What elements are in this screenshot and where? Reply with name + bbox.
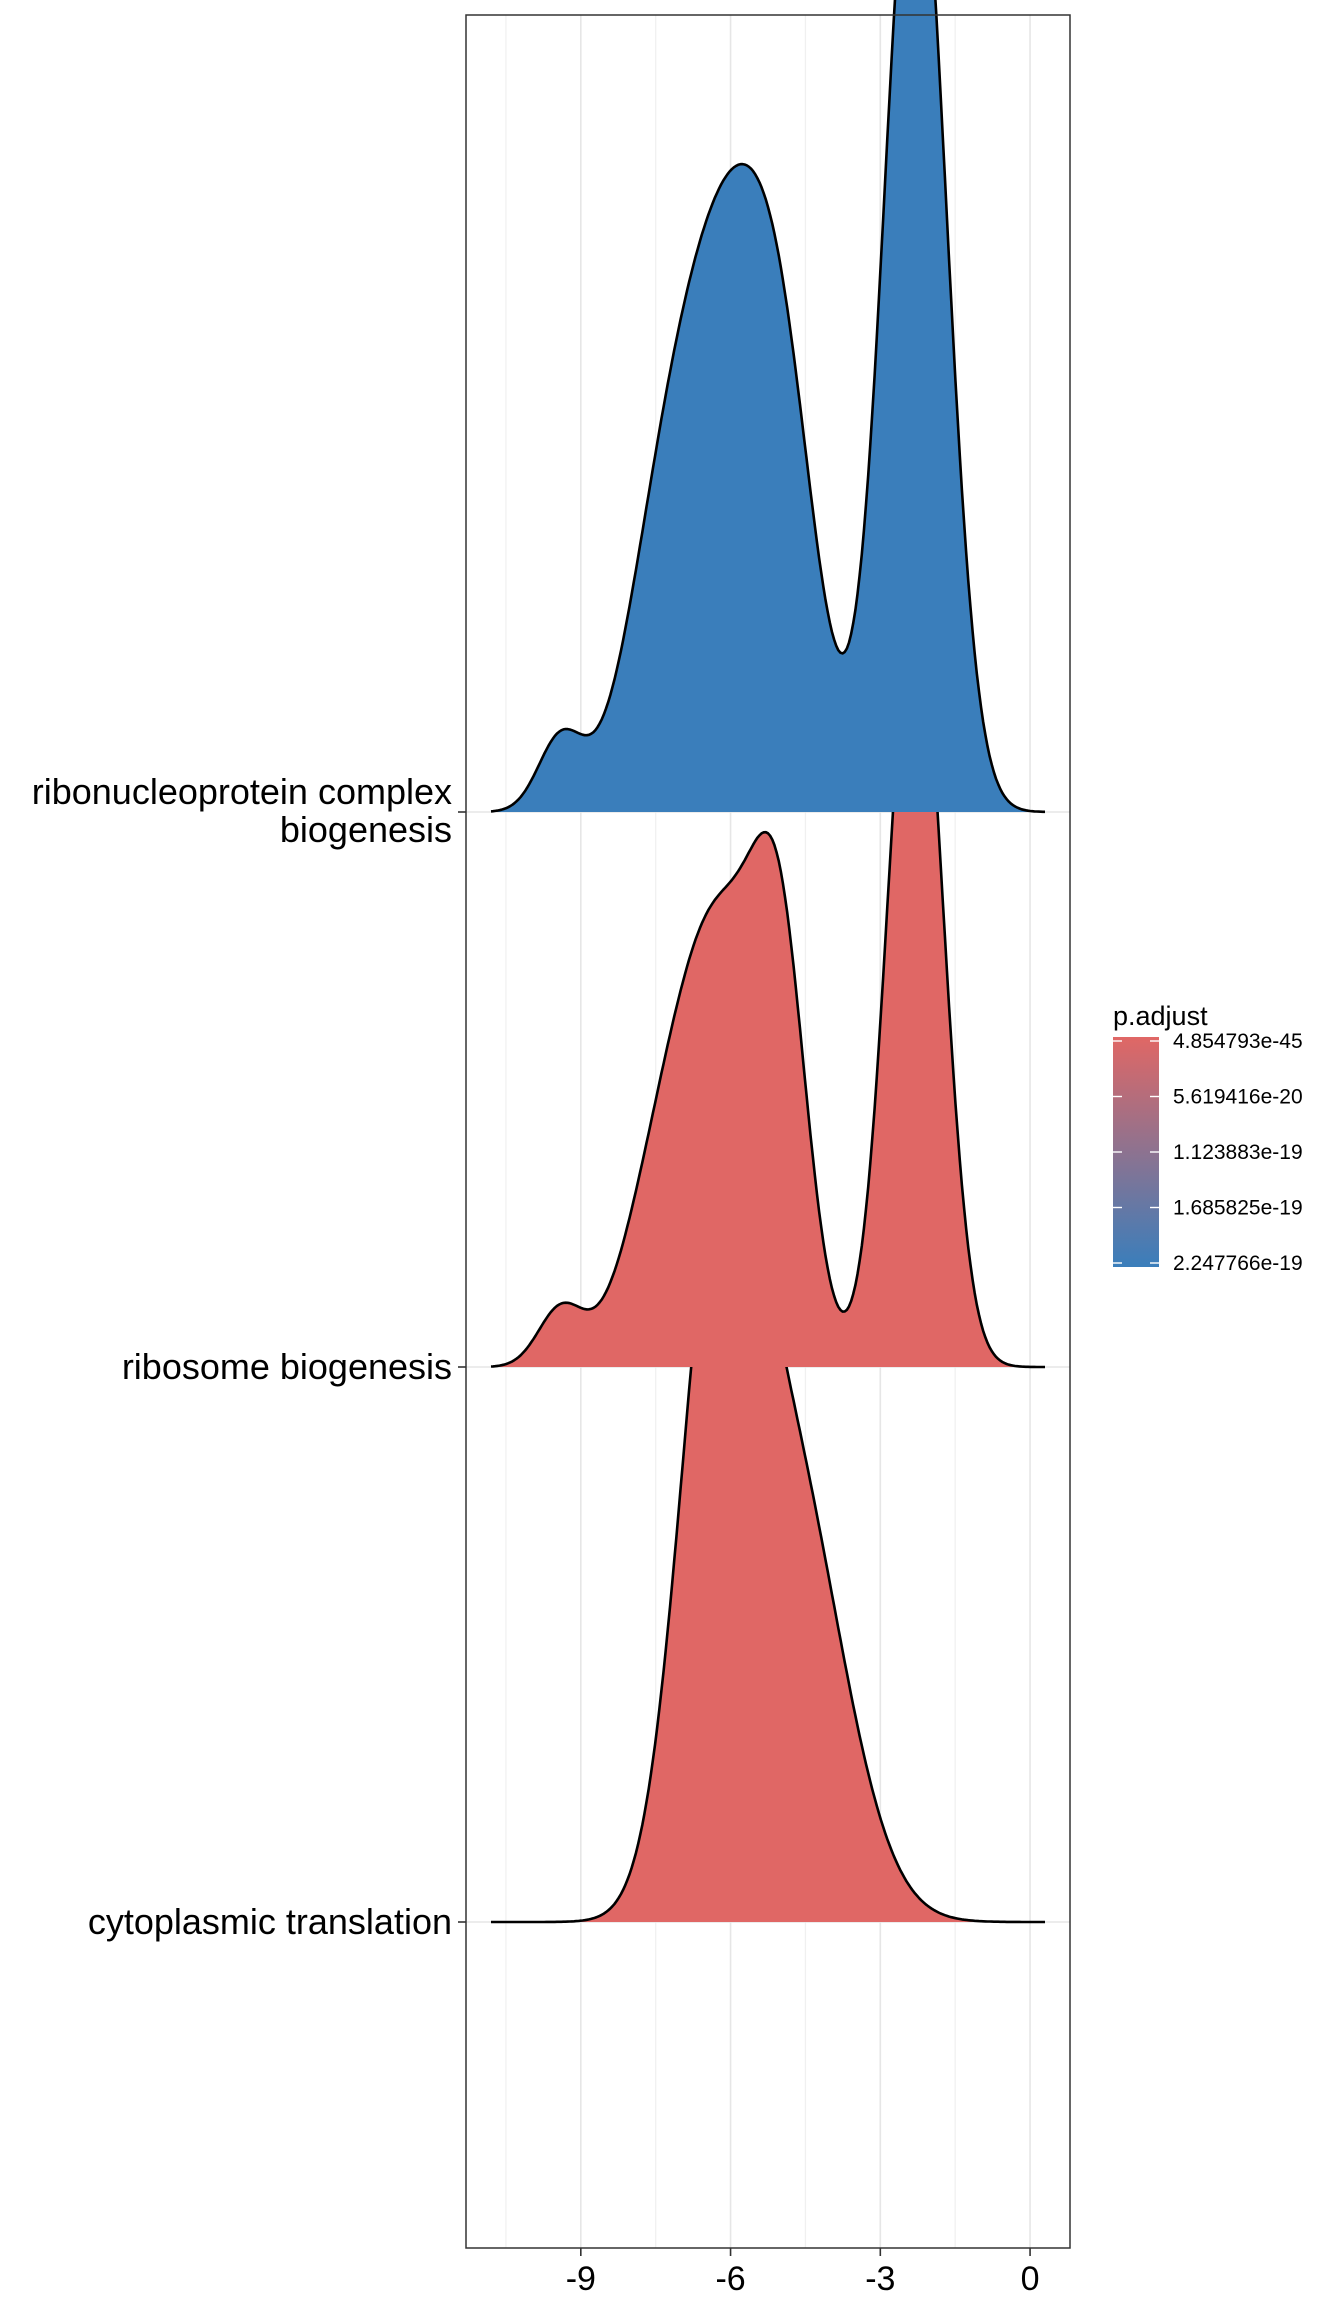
- x-tick-label: -3: [865, 2260, 895, 2298]
- legend-title: p.adjust: [1113, 1001, 1208, 1031]
- ridge-area: [491, 0, 1045, 812]
- legend-label: 1.685825e-19: [1173, 1197, 1303, 1220]
- legend-ticks: 4.854793e-45 5.619416e-20 1.123883e-19 1.68…: [1113, 1030, 1303, 1275]
- x-tick-label: -6: [715, 2260, 745, 2298]
- x-tick-label: -9: [566, 2260, 596, 2298]
- y-tick-label: cytoplasmic translation: [88, 1901, 452, 1942]
- legend-label: 5.619416e-20: [1173, 1086, 1303, 1109]
- legend-label: 1.123883e-19: [1173, 1141, 1303, 1164]
- legend: p.adjust 4.854793e-45 5.619416e-20 1.12388…: [1113, 1001, 1303, 1275]
- plot-panel-border: [465, 14, 1071, 2249]
- y-tick-label: ribosome biogenesis: [122, 1346, 452, 1387]
- legend-label: 4.854793e-45: [1173, 1030, 1303, 1053]
- y-tick-label: ribonucleoprotein complex: [32, 771, 452, 812]
- ridge-outline: [490, 594, 1045, 1369]
- ridge-area: [491, 1128, 1045, 1922]
- ridge-outline: [490, 0, 1045, 814]
- legend-label: 2.247766e-19: [1173, 1252, 1303, 1275]
- x-tick-label: 0: [1021, 2260, 1040, 2298]
- ridges: [490, 0, 1045, 1924]
- y-tick-label: biogenesis: [280, 809, 452, 850]
